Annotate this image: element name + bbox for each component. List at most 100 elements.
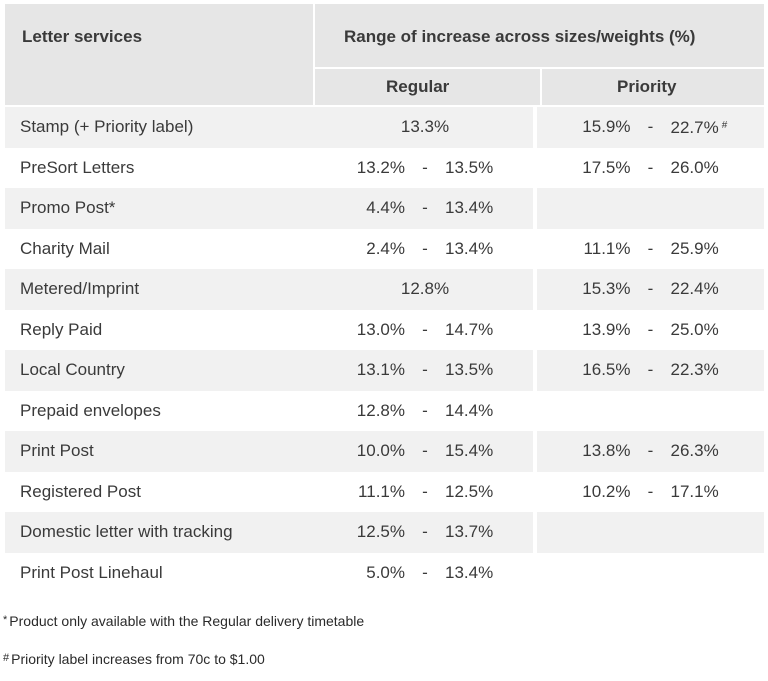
priority-high-value: 17.1%	[670, 481, 719, 501]
regular-range: 13.1% -13.5%	[310, 350, 540, 391]
column-gap	[533, 107, 537, 148]
priority-range: 16.5% -22.3%	[537, 350, 764, 391]
range-separator: -	[647, 117, 654, 136]
header-priority: Priority	[617, 77, 677, 96]
priority-low: 16.5%	[582, 360, 631, 379]
priority-low: 15.3%	[582, 279, 631, 298]
priority-range: 15.9% -22.7% #	[537, 107, 764, 148]
service-name: PreSort Letters	[20, 157, 135, 177]
table-row: Print Post Linehaul 5.0% -13.4%	[5, 552, 764, 594]
regular-range: 13.2% -13.5%	[310, 148, 540, 189]
regular-high: 13.4%	[445, 198, 494, 217]
column-gap	[533, 309, 537, 350]
footnote-priority-label: # Priority label increases from 70c to $1…	[3, 651, 265, 667]
range-separator: -	[422, 198, 428, 217]
table-row: Domestic letter with tracking 12.5% -13.7%	[5, 512, 764, 553]
priority-low: 11.1%	[583, 238, 631, 258]
range-separator: -	[422, 319, 428, 339]
column-gap	[533, 228, 537, 269]
priority-high-value: 22.3%	[670, 360, 719, 379]
table-row: Charity Mail 2.4% -13.4% 11.1% -25.9%	[5, 228, 764, 270]
regular-single-value: 13.3%	[400, 117, 450, 136]
priority-range: 17.5% -26.0%	[537, 148, 764, 189]
priority-high-value: 25.9%	[670, 238, 719, 258]
range-separator: -	[647, 360, 654, 379]
regular-high: 13.5%	[445, 360, 494, 379]
range-separator: -	[647, 279, 654, 298]
table-row: Stamp (+ Priority label) 13.3% 15.9% -22.7%…	[5, 107, 764, 148]
priority-high-value: 25.0%	[670, 319, 719, 339]
priority-high: 25.9%	[671, 229, 741, 270]
table-row: Registered Post 11.1% -12.5% 10.2% -17.1%	[5, 471, 764, 513]
regular-range: 2.4% -13.4%	[310, 229, 540, 270]
table-row: Local Country 13.1% -13.5% 16.5% -22.3%	[5, 350, 764, 391]
regular-high: 13.4%	[445, 562, 494, 582]
range-separator: -	[422, 400, 428, 420]
column-gap	[533, 512, 537, 553]
regular-single-value: 12.8%	[400, 279, 450, 298]
regular-low: 4.4%	[366, 198, 405, 217]
regular-high: 13.7%	[445, 522, 494, 541]
regular-low: 2.4%	[366, 238, 405, 258]
range-separator: -	[647, 481, 654, 501]
priority-high: 26.0%	[671, 148, 741, 189]
range-separator: -	[422, 157, 428, 177]
footnote-mark: #	[721, 120, 728, 131]
priority-range: 13.8% -26.3%	[537, 431, 764, 472]
priority-high-value: 22.4%	[670, 279, 719, 298]
priority-low: 13.9%	[582, 319, 631, 339]
footnote-mark: *	[3, 614, 8, 626]
regular-range: 12.5% -13.7%	[310, 512, 540, 553]
footnote-mark: #	[3, 652, 10, 664]
range-separator: -	[647, 238, 654, 258]
regular-value: 12.8%	[310, 269, 540, 310]
column-gap	[533, 471, 537, 512]
range-separator: -	[422, 441, 428, 460]
regular-low: 13.2%	[356, 157, 405, 177]
priority-high-value: 22.7%	[670, 118, 719, 137]
regular-range: 5.0% -13.4%	[310, 553, 540, 594]
priority-low: 15.9%	[582, 117, 631, 136]
service-name: Print Post Linehaul	[20, 562, 163, 582]
column-gap	[533, 390, 537, 431]
service-name: Stamp (+ Priority label)	[20, 117, 194, 136]
regular-high: 15.4%	[445, 441, 494, 460]
regular-range: 11.1% -12.5%	[310, 472, 540, 513]
priority-range: 13.9% -25.0%	[537, 310, 764, 351]
range-separator: -	[647, 157, 654, 177]
service-name: Print Post	[20, 441, 94, 460]
header-regular: Regular	[386, 77, 450, 96]
service-name: Promo Post*	[20, 198, 116, 217]
regular-low: 11.1%	[358, 481, 405, 501]
service-name: Prepaid envelopes	[20, 400, 161, 420]
footnote-text: Priority label increases from 70c to $1.…	[11, 651, 265, 667]
range-separator: -	[422, 481, 428, 501]
header-letter-services: Letter services	[22, 27, 143, 46]
table-row: Print Post 10.0% -15.4% 13.8% -26.3%	[5, 431, 764, 472]
regular-high: 12.5%	[445, 481, 494, 501]
footnote-regular-only: * Product only available with the Regular…	[3, 613, 364, 629]
service-name: Metered/Imprint	[20, 279, 140, 298]
regular-high: 14.4%	[445, 400, 494, 420]
range-separator: -	[647, 441, 654, 460]
range-separator: -	[422, 522, 428, 541]
service-name: Registered Post	[20, 481, 141, 501]
regular-high: 13.4%	[445, 238, 494, 258]
priority-high: 22.3%	[671, 350, 741, 391]
column-gap	[533, 431, 537, 472]
priority-high: 26.3%	[671, 431, 741, 472]
range-separator: -	[647, 319, 654, 339]
priority-high: 22.4%	[671, 269, 741, 310]
column-gap	[533, 188, 537, 229]
table-row: Reply Paid 13.0% -14.7% 13.9% -25.0%	[5, 309, 764, 351]
regular-range: 10.0% -15.4%	[310, 431, 540, 472]
regular-high: 13.5%	[445, 157, 494, 177]
priority-high-value: 26.3%	[670, 441, 719, 460]
service-name: Charity Mail	[20, 238, 110, 258]
regular-low: 13.1%	[356, 360, 405, 379]
regular-value: 13.3%	[310, 107, 540, 148]
regular-range: 4.4% -13.4%	[310, 188, 540, 229]
range-separator: -	[422, 562, 428, 582]
column-gap	[533, 350, 537, 391]
